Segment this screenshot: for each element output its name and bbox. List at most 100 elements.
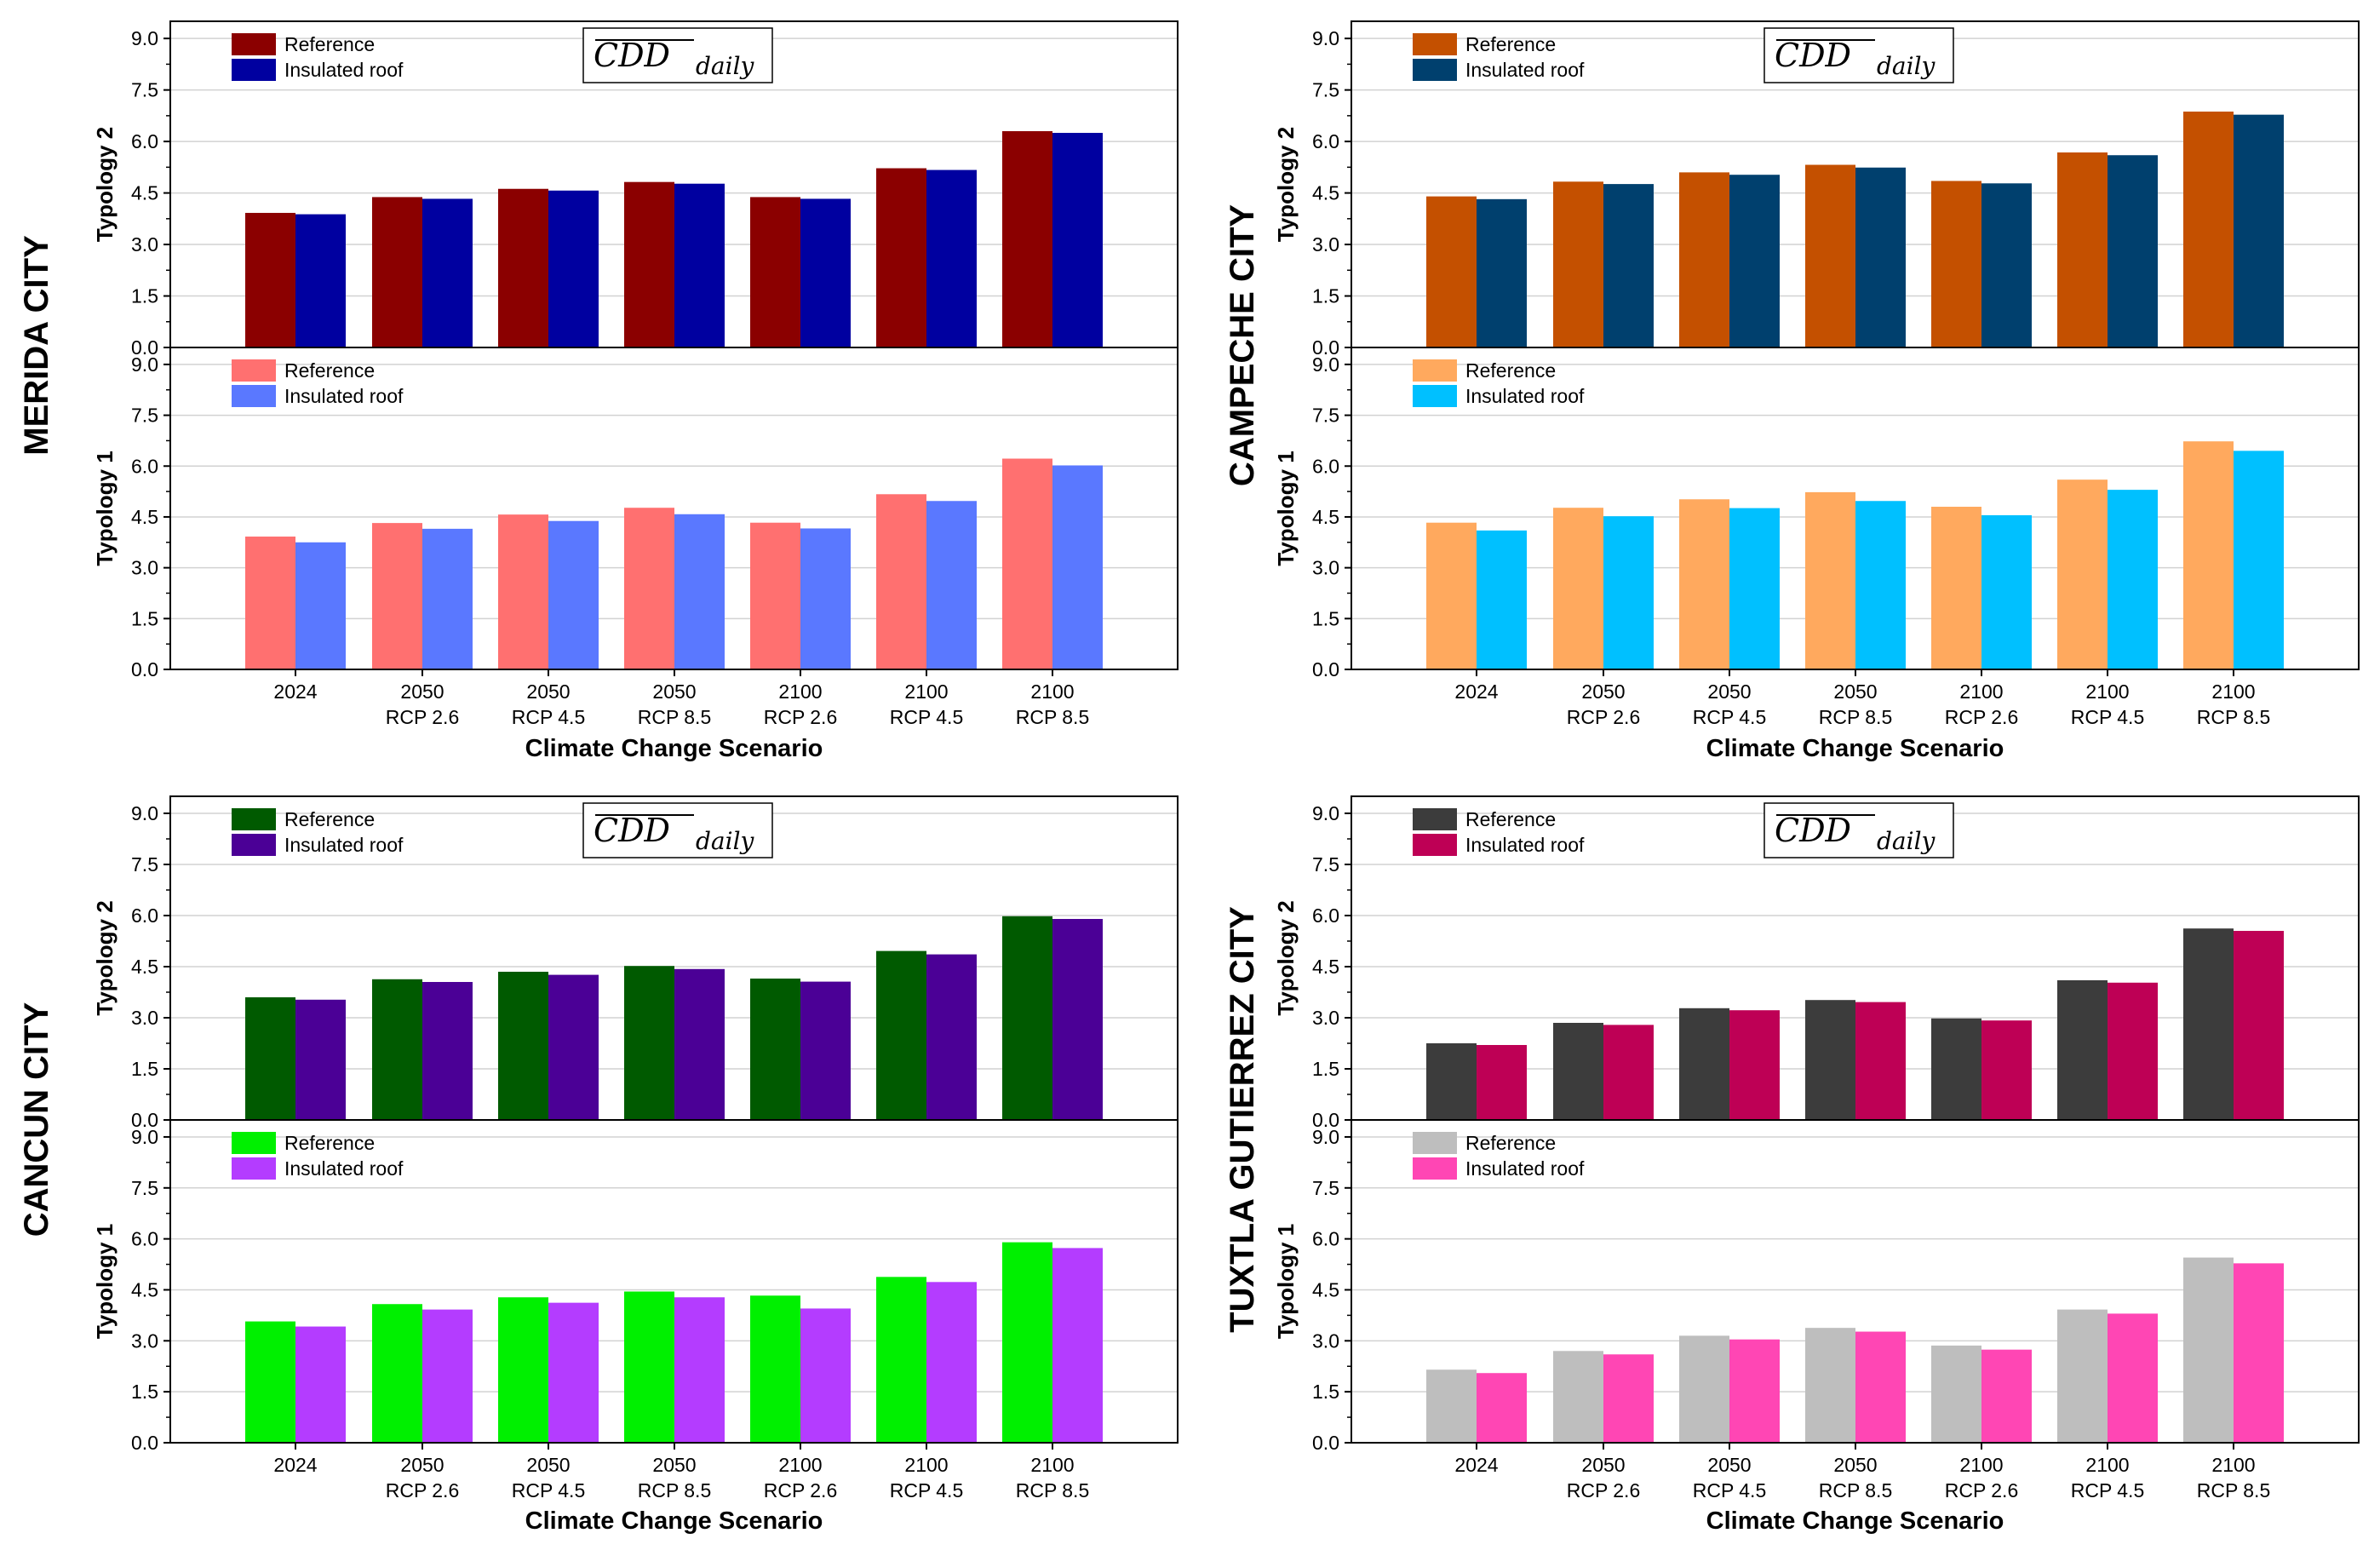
bar (1052, 1248, 1103, 1443)
y-tick-label: 4.5 (131, 1278, 158, 1300)
bar (674, 1297, 725, 1443)
legend: Reference Insulated roof (1413, 359, 1585, 407)
bar (1052, 465, 1103, 669)
y-tick-label: 3.0 (131, 1007, 158, 1029)
bar (2234, 931, 2284, 1120)
bar (548, 190, 599, 347)
x-tick-label: 2024 (1454, 1454, 1498, 1476)
annotation-subscript: daily (696, 52, 755, 80)
x-tick-label: 2100 (1959, 1454, 2003, 1476)
annotation-subscript: daily (696, 827, 755, 855)
bar (624, 966, 674, 1120)
legend-swatch (232, 33, 276, 55)
bar (1855, 1331, 1906, 1443)
bar (1603, 1354, 1654, 1443)
bar (1679, 1008, 1729, 1120)
bar (2183, 112, 2234, 348)
legend-swatch (232, 359, 276, 382)
y-tick-label: 0.0 (1312, 1432, 1339, 1454)
bar (1805, 164, 1855, 347)
y-tick-label: 6.0 (131, 130, 158, 152)
bar (800, 528, 851, 669)
bar (1729, 175, 1780, 347)
bar (876, 1277, 926, 1443)
y-axis-label: Typology 1 (1273, 451, 1299, 566)
bar (422, 982, 473, 1120)
x-tick-label: RCP 2.6 (1945, 1479, 2019, 1501)
x-tick-label: RCP 4.5 (2071, 1479, 2145, 1501)
legend-label: Reference (284, 1132, 375, 1154)
legend-swatch (232, 1132, 276, 1154)
bar (2108, 982, 2158, 1120)
x-tick-label: RCP 2.6 (764, 706, 838, 728)
legend-label: Insulated roof (284, 1157, 404, 1180)
bar (1931, 1018, 1981, 1120)
bar (876, 950, 926, 1120)
y-tick-label: 9.0 (131, 353, 158, 376)
x-axis-title: Climate Change Scenario (525, 1507, 823, 1535)
bar (1931, 181, 1981, 347)
legend-swatch (232, 1157, 276, 1180)
bar (750, 979, 800, 1120)
bar (1981, 183, 2032, 347)
chart-panel: 0.0 1.5 3.0 4.5 6.0 7.5 9.0 Typology 2 Reference… (1224, 20, 2360, 762)
y-tick-label: 3.0 (131, 233, 158, 256)
city-label: TUXTLA GUTIERREZ CITY (1224, 906, 1261, 1333)
x-tick-label: RCP 8.5 (1016, 706, 1090, 728)
y-tick-label: 1.5 (1312, 285, 1339, 307)
bar (295, 999, 346, 1120)
subplot-typology-1: 0.0 1.5 3.0 4.5 6.0 7.5 9.0 Typology 1 Reference… (92, 347, 1179, 680)
bar (926, 954, 977, 1120)
bar (674, 183, 725, 347)
y-tick-label: 1.5 (131, 285, 158, 307)
y-tick-label: 1.5 (1312, 1381, 1339, 1403)
legend-swatch (1413, 834, 1457, 856)
annotation-box (1763, 802, 1954, 858)
chart-panel: 0.0 1.5 3.0 4.5 6.0 7.5 9.0 Typology 2 Reference… (18, 20, 1179, 762)
x-tick-label: RCP 4.5 (890, 706, 964, 728)
annotation-subscript: daily (1877, 52, 1936, 80)
bar (548, 1302, 599, 1443)
y-tick-label: 4.5 (1312, 956, 1339, 978)
bar (1553, 181, 1603, 347)
bar (1477, 530, 1527, 669)
x-axis-title: Climate Change Scenario (1706, 735, 2004, 762)
y-tick-label: 3.0 (131, 557, 158, 579)
x-tick-label: 2050 (526, 680, 570, 703)
bar (1002, 458, 1052, 669)
bar (2234, 114, 2284, 348)
y-tick-label: 6.0 (131, 1228, 158, 1250)
x-tick-label: 2100 (778, 680, 822, 703)
x-tick-label: 2050 (1581, 680, 1625, 703)
bar (1931, 1345, 1981, 1443)
x-tick-label: 2050 (652, 1454, 696, 1476)
y-axis-label: Typology 2 (92, 127, 118, 242)
y-tick-label: 6.0 (1312, 1228, 1339, 1250)
y-tick-label: 6.0 (1312, 904, 1339, 927)
bar (624, 508, 674, 669)
bar (1002, 1242, 1052, 1443)
y-tick-label: 1.5 (131, 1058, 158, 1080)
y-tick-label: 4.5 (1312, 182, 1339, 204)
x-tick-label: 2050 (1707, 1454, 1751, 1476)
y-tick-label: 4.5 (1312, 506, 1339, 528)
y-tick-label: 1.5 (131, 1381, 158, 1403)
bar (372, 197, 422, 347)
legend: Reference Insulated roof (232, 33, 404, 81)
x-tick-label: 2024 (273, 1454, 317, 1476)
bar (1729, 508, 1780, 669)
x-tick-label: 2050 (400, 680, 444, 703)
y-tick-label: 0.0 (1312, 1109, 1339, 1131)
x-tick-label: 2050 (652, 680, 696, 703)
bar (674, 968, 725, 1120)
y-tick-label: 7.5 (1312, 405, 1339, 427)
x-tick-label: RCP 8.5 (1016, 1479, 1090, 1501)
x-tick-label: 2100 (2211, 680, 2255, 703)
bar (800, 981, 851, 1120)
bar (1553, 1023, 1603, 1120)
legend-swatch (1413, 359, 1457, 382)
bar (926, 169, 977, 347)
y-tick-label: 4.5 (131, 182, 158, 204)
legend: Reference Insulated roof (232, 359, 404, 407)
annotation-subscript: daily (1877, 827, 1936, 855)
